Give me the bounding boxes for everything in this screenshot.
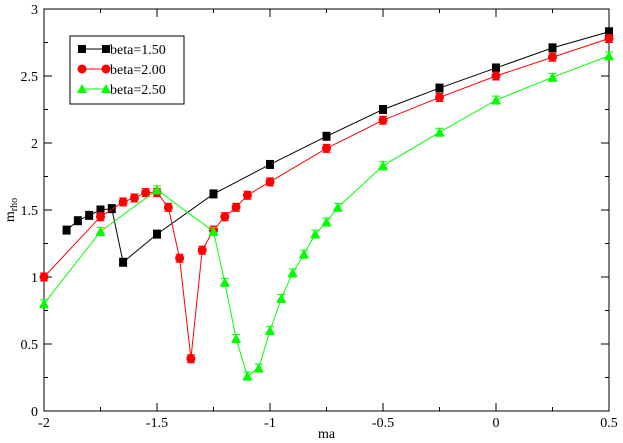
data-point xyxy=(379,105,387,114)
data-point xyxy=(39,272,49,282)
x-tick-label: 0.5 xyxy=(600,416,618,431)
legend: beta=1.50 beta=2.00 beta=2.50 xyxy=(69,35,185,105)
y-tick-label: 1.5 xyxy=(21,204,39,219)
legend-entry: beta=1.50 xyxy=(78,43,166,58)
data-point xyxy=(39,298,49,308)
data-point xyxy=(491,95,501,105)
x-tick-label: -0.5 xyxy=(372,416,394,431)
data-point xyxy=(219,277,230,287)
data-point xyxy=(378,115,388,125)
data-point xyxy=(287,267,298,277)
data-point xyxy=(491,71,501,81)
data-point xyxy=(492,63,500,72)
data-point xyxy=(604,50,614,60)
data-point xyxy=(605,27,613,36)
data-point xyxy=(242,371,253,381)
y-axis-label-subscript: rho xyxy=(9,198,20,211)
data-point xyxy=(96,206,105,214)
data-point xyxy=(95,226,106,236)
data-point xyxy=(62,226,71,235)
data-point xyxy=(332,202,343,212)
legend-label: beta=1.50 xyxy=(110,43,166,58)
data-point xyxy=(548,52,557,62)
x-tick-label: -1 xyxy=(264,416,276,431)
y-axis-ticks: 0 0.5 1 1.5 2 2.5 3 xyxy=(21,3,609,420)
x-tick-label: -1.5 xyxy=(146,416,168,431)
data-point xyxy=(435,92,444,102)
data-point xyxy=(321,217,332,227)
data-point xyxy=(298,249,309,259)
data-point xyxy=(547,72,558,82)
x-axis-label: ma xyxy=(318,427,336,442)
data-point xyxy=(435,84,444,93)
data-point xyxy=(276,293,287,303)
data-point xyxy=(107,204,116,213)
data-point xyxy=(322,132,331,141)
x-tick-label: -2 xyxy=(38,416,50,431)
legend-marker xyxy=(101,64,111,74)
y-tick-label: 0 xyxy=(31,405,38,420)
data-point xyxy=(175,253,185,263)
data-point xyxy=(141,188,151,198)
data-point xyxy=(96,212,105,222)
series-square xyxy=(62,27,613,267)
data-point xyxy=(152,184,162,194)
data-point xyxy=(186,354,196,364)
y-axis-label: mrho xyxy=(3,198,20,222)
data-point xyxy=(208,226,219,236)
data-point xyxy=(253,363,264,373)
x-tick-label: 0 xyxy=(493,416,500,431)
data-point xyxy=(85,211,94,220)
data-point xyxy=(153,230,161,239)
data-point xyxy=(220,212,230,222)
y-axis-label-main: m xyxy=(3,211,18,222)
series-triangle xyxy=(39,50,614,381)
data-point xyxy=(266,160,274,169)
legend-marker xyxy=(101,84,111,93)
data-point xyxy=(129,193,139,203)
data-point xyxy=(231,333,242,343)
legend-marker xyxy=(77,84,87,93)
legend-label: beta=2.00 xyxy=(110,63,166,78)
data-point xyxy=(322,143,331,153)
data-point xyxy=(265,177,275,187)
data-point xyxy=(378,160,388,170)
y-tick-label: 1 xyxy=(31,271,38,286)
y-tick-label: 3 xyxy=(31,3,38,18)
data-point xyxy=(242,190,252,200)
data-point xyxy=(119,258,128,267)
y-tick-label: 2.5 xyxy=(21,70,39,85)
series-line xyxy=(43,55,610,377)
data-point xyxy=(73,216,82,225)
series-layer xyxy=(39,27,614,381)
legend-marker xyxy=(102,45,110,53)
data-point xyxy=(310,229,321,239)
data-point xyxy=(118,197,128,207)
data-point xyxy=(231,202,241,212)
legend-box xyxy=(69,35,185,105)
legend-label: beta=2.50 xyxy=(110,83,166,98)
data-point xyxy=(209,189,218,198)
data-point xyxy=(197,245,207,255)
legend-marker xyxy=(78,45,86,53)
legend-entry: beta=2.00 xyxy=(77,63,166,78)
data-point xyxy=(604,33,614,43)
data-point xyxy=(548,43,557,52)
y-tick-label: 0.5 xyxy=(21,338,39,353)
data-point xyxy=(434,127,445,137)
legend-marker xyxy=(77,64,87,74)
legend-entry: beta=2.50 xyxy=(77,83,166,98)
x-axis-ticks: -2 -1.5 -1 -0.5 0 0.5 xyxy=(38,9,618,431)
data-point xyxy=(265,325,275,335)
y-tick-label: 2 xyxy=(31,137,38,152)
data-point xyxy=(163,202,173,212)
